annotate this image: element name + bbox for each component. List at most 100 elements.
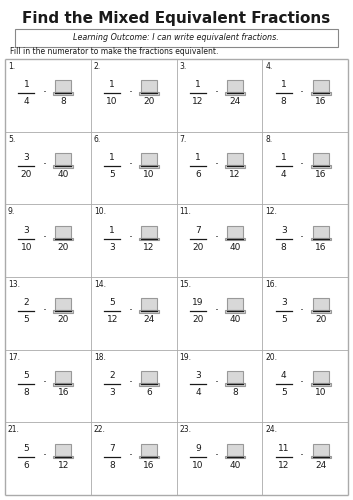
Text: 3.: 3. xyxy=(179,62,187,71)
Bar xyxy=(139,456,159,458)
Text: ·: · xyxy=(43,376,47,390)
Bar xyxy=(55,226,71,237)
Bar xyxy=(55,444,71,456)
Text: 16: 16 xyxy=(315,170,326,179)
Text: 20: 20 xyxy=(21,170,32,179)
Bar xyxy=(227,226,243,237)
Bar xyxy=(139,310,159,313)
Text: ·: · xyxy=(128,86,133,99)
Text: 40: 40 xyxy=(58,170,69,179)
Text: 8: 8 xyxy=(281,242,287,252)
Bar xyxy=(312,298,329,310)
Bar xyxy=(53,165,73,168)
Bar xyxy=(141,80,157,92)
Text: 10: 10 xyxy=(107,98,118,106)
Text: ·: · xyxy=(214,449,219,462)
Bar xyxy=(311,310,330,313)
Text: 8: 8 xyxy=(232,388,238,397)
Bar xyxy=(55,298,71,310)
Bar xyxy=(53,310,73,313)
Bar xyxy=(225,456,245,458)
Text: 4: 4 xyxy=(195,388,201,397)
Text: 2.: 2. xyxy=(94,62,101,71)
Bar xyxy=(311,383,330,386)
Bar xyxy=(225,238,245,240)
Text: 12: 12 xyxy=(192,98,204,106)
Text: 4: 4 xyxy=(24,98,29,106)
Text: 1: 1 xyxy=(195,153,201,162)
Bar xyxy=(227,371,243,383)
Text: 9.: 9. xyxy=(8,208,15,216)
Text: 1: 1 xyxy=(109,226,115,234)
Text: ·: · xyxy=(300,86,304,99)
Text: 10: 10 xyxy=(315,388,326,397)
Text: 3: 3 xyxy=(195,371,201,380)
Text: 1: 1 xyxy=(109,80,115,90)
Bar xyxy=(312,371,329,383)
Bar xyxy=(141,444,157,456)
Text: 24.: 24. xyxy=(265,426,277,434)
Text: 3: 3 xyxy=(24,153,29,162)
Bar xyxy=(141,298,157,310)
Text: 40: 40 xyxy=(229,460,240,469)
Bar xyxy=(53,383,73,386)
Text: 7: 7 xyxy=(195,226,201,234)
Bar xyxy=(312,80,329,92)
Text: 8: 8 xyxy=(24,388,29,397)
Text: ·: · xyxy=(300,158,304,172)
Text: 2: 2 xyxy=(24,298,29,308)
Text: Fill in the numerator to make the fractions equivalent.: Fill in the numerator to make the fracti… xyxy=(10,48,219,56)
Text: 12.: 12. xyxy=(265,208,277,216)
Bar xyxy=(311,238,330,240)
Text: 5: 5 xyxy=(24,371,29,380)
Text: 10: 10 xyxy=(192,460,204,469)
Text: 12: 12 xyxy=(229,170,240,179)
Text: 5: 5 xyxy=(281,316,287,324)
Text: 7.: 7. xyxy=(179,134,187,143)
Text: 6.: 6. xyxy=(94,134,101,143)
Bar xyxy=(227,444,243,456)
Text: 23.: 23. xyxy=(179,426,191,434)
Text: ·: · xyxy=(128,449,133,462)
Text: 5.: 5. xyxy=(8,134,15,143)
Text: 18.: 18. xyxy=(94,352,106,362)
Bar xyxy=(139,165,159,168)
Text: 16.: 16. xyxy=(265,280,277,289)
Text: ·: · xyxy=(300,231,304,244)
Text: 13.: 13. xyxy=(8,280,20,289)
Text: 16: 16 xyxy=(315,98,326,106)
Text: 1: 1 xyxy=(24,80,29,90)
Text: 40: 40 xyxy=(229,242,240,252)
Text: 16: 16 xyxy=(143,460,155,469)
Text: ·: · xyxy=(43,231,47,244)
Bar xyxy=(312,226,329,237)
Text: 10.: 10. xyxy=(94,208,106,216)
Text: 17.: 17. xyxy=(8,352,20,362)
Text: 3: 3 xyxy=(109,242,115,252)
Text: 10: 10 xyxy=(143,170,155,179)
Bar xyxy=(55,80,71,92)
Bar xyxy=(139,383,159,386)
Text: ·: · xyxy=(128,158,133,172)
Text: 24: 24 xyxy=(315,460,326,469)
Bar xyxy=(311,92,330,95)
Text: 8: 8 xyxy=(109,460,115,469)
Text: ·: · xyxy=(300,304,304,317)
Text: ·: · xyxy=(43,158,47,172)
Bar xyxy=(141,226,157,237)
Text: 20: 20 xyxy=(192,242,204,252)
Bar xyxy=(139,92,159,95)
Text: 1: 1 xyxy=(281,153,287,162)
Text: 2: 2 xyxy=(109,371,115,380)
Text: 1: 1 xyxy=(195,80,201,90)
Text: ·: · xyxy=(300,449,304,462)
Text: 24: 24 xyxy=(229,98,240,106)
Text: 19.: 19. xyxy=(179,352,191,362)
Bar xyxy=(227,298,243,310)
Text: 5: 5 xyxy=(24,444,29,452)
Text: 14.: 14. xyxy=(94,280,106,289)
Text: ·: · xyxy=(300,376,304,390)
Text: ·: · xyxy=(43,304,47,317)
Text: ·: · xyxy=(214,86,219,99)
Text: 16: 16 xyxy=(315,242,326,252)
